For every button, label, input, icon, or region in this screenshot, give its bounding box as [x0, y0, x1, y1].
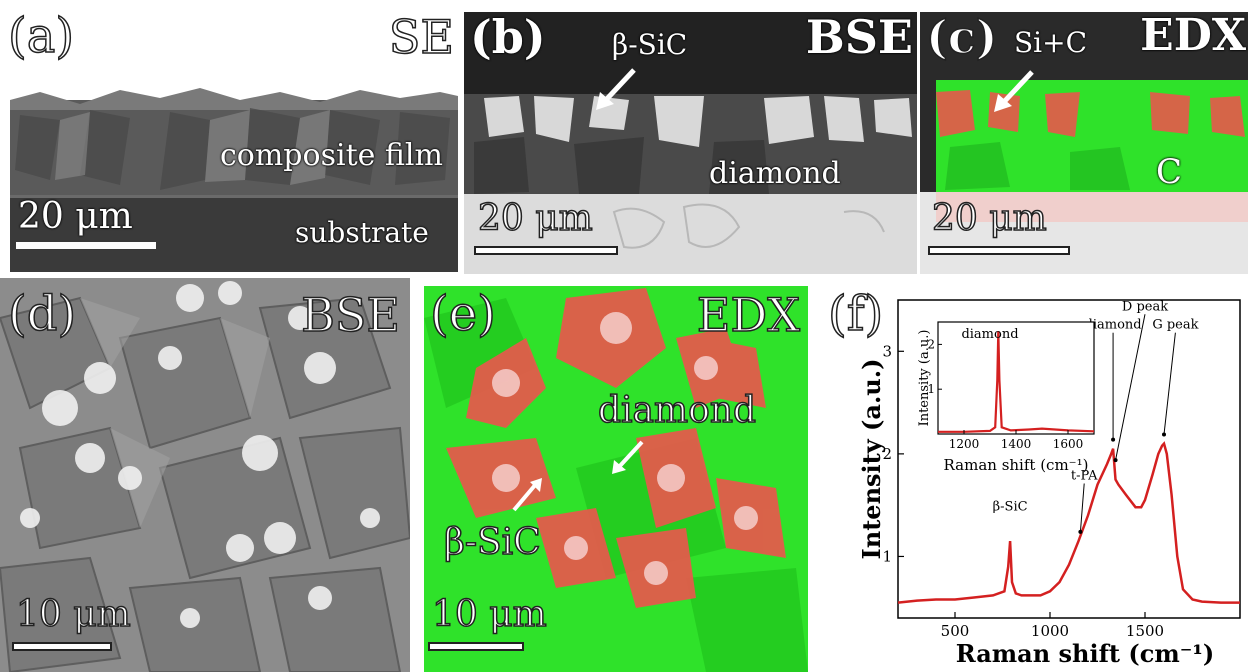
- panel-c-sic-arrow-icon: [994, 70, 1034, 112]
- panel-d-letter: (d): [7, 285, 77, 343]
- inset-x-tick-label: 1400: [1001, 437, 1032, 451]
- panel-b-scale-bar: [474, 246, 618, 255]
- panel-d-image: [0, 278, 410, 672]
- annotation-arrow-icon: [1115, 314, 1146, 461]
- panel-e-scale-bar: [428, 642, 524, 651]
- panel-b-sic-label: β-SiC: [612, 28, 688, 61]
- panel-e-sic-arrow-icon: [512, 478, 542, 512]
- panel-c-scale-bar: [928, 246, 1070, 255]
- raman-chart: 500 1000 1500 1 2 3 Intensity (a.u.) Raman sh…: [857, 299, 1241, 668]
- panel-e-sic-label: β-SiC: [443, 521, 541, 564]
- panel-e: (e) EDX diamond β-SiC 10 μm: [416, 278, 816, 672]
- panel-e-letter: (e): [429, 285, 496, 343]
- main-x-tick-label: 500: [941, 622, 970, 640]
- panel-e-diamond-label: diamond: [597, 389, 757, 432]
- panel-e-image: [416, 278, 816, 672]
- annotation-arrow-head-icon: [1078, 529, 1083, 534]
- inset-x-tick-label: 1600: [1053, 437, 1084, 451]
- panel-a-substrate-label: substrate: [295, 216, 429, 249]
- panel-c-c-label: C: [1156, 152, 1183, 192]
- panel-a-scale-bar: [16, 242, 156, 249]
- annotation-arrow-head-icon: [1113, 458, 1118, 463]
- inset-y-tick-label: 2: [927, 337, 935, 351]
- inset-diamond-annotation: diamond: [961, 327, 1018, 342]
- panel-e-mode: EDX: [696, 287, 801, 343]
- panel-b-sic-arrow-icon: [596, 68, 636, 110]
- panel-e-scale-label: 10 μm: [431, 593, 547, 636]
- main-annotation: t-PA: [1071, 469, 1098, 484]
- main-x-tick-label: 1500: [1126, 622, 1164, 640]
- main-plot-frame: [897, 299, 1241, 619]
- inset-series-line: [938, 330, 1095, 433]
- panel-b-scale-label: 20 μm: [477, 197, 593, 240]
- main-annotation: diamond: [1085, 318, 1142, 333]
- panel-a-film-label: composite film: [220, 138, 443, 173]
- main-y-tick-label: 2: [882, 445, 892, 463]
- inset-x-tick-label: 1200: [949, 437, 980, 451]
- main-annotation: D peak: [1122, 299, 1168, 314]
- panel-f-letter: (f): [827, 285, 884, 343]
- panel-e-diamond-arrow-icon: [612, 440, 644, 474]
- annotation-arrow-head-icon: [1162, 432, 1166, 437]
- annotation-arrow-head-icon: [1111, 437, 1116, 442]
- panel-a-scale-label: 20 μm: [18, 196, 133, 237]
- main-y-axis-label: Intensity (a.u.): [857, 359, 886, 560]
- panel-f: (f) 500 1000 1500 1 2 3 Intensity (a.u.) Rama…: [820, 278, 1248, 672]
- main-y-tick-label: 1: [882, 547, 892, 565]
- panel-a-image: [0, 0, 460, 274]
- panel-b-mode: BSE: [805, 12, 913, 64]
- main-series-line: [897, 441, 1240, 604]
- main-x-tick-label: 1000: [1031, 622, 1069, 640]
- main-annotation: β-SiC: [993, 499, 1028, 514]
- panel-a-letter: (a): [7, 7, 75, 65]
- inset-y-tick-label: 1: [927, 382, 935, 396]
- panel-a-mode: SE: [388, 9, 455, 65]
- panel-c-sic-label: Si+C: [1014, 26, 1088, 59]
- panel-c-image: [920, 12, 1248, 274]
- panel-d-mode: BSE: [300, 287, 400, 343]
- panel-b-letter: (b): [470, 12, 546, 64]
- panel-b: (b) BSE β-SiC diamond 20 μm: [464, 12, 917, 274]
- annotation-arrow-icon: [1163, 332, 1176, 435]
- panel-c-letter: (c): [925, 12, 998, 65]
- panel-b-diamond-label: diamond: [709, 156, 841, 191]
- inset-plot-frame: [937, 321, 1095, 435]
- panel-d-scale-bar: [12, 642, 112, 651]
- main-y-tick-label: 3: [882, 342, 892, 360]
- panel-c-mode: EDX: [1140, 12, 1246, 61]
- annotation-arrow-icon: [1079, 483, 1085, 532]
- panel-a: (a) SE composite film substrate 20 μm: [0, 0, 460, 274]
- panel-c: (c) EDX Si+C C 20 μm: [920, 12, 1248, 274]
- panel-d: (d) BSE 10 μm: [0, 278, 410, 672]
- inset-y-axis-label: Intensity (a.u.): [917, 330, 932, 427]
- panel-c-scale-label: 20 μm: [931, 197, 1047, 240]
- main-annotation: G peak: [1152, 318, 1198, 333]
- inset-x-axis-label: Raman shift (cm⁻¹): [944, 456, 1089, 474]
- panel-d-scale-label: 10 μm: [15, 593, 131, 636]
- main-x-axis-label: Raman shift (cm⁻¹): [956, 639, 1215, 668]
- panel-b-image: [464, 12, 917, 274]
